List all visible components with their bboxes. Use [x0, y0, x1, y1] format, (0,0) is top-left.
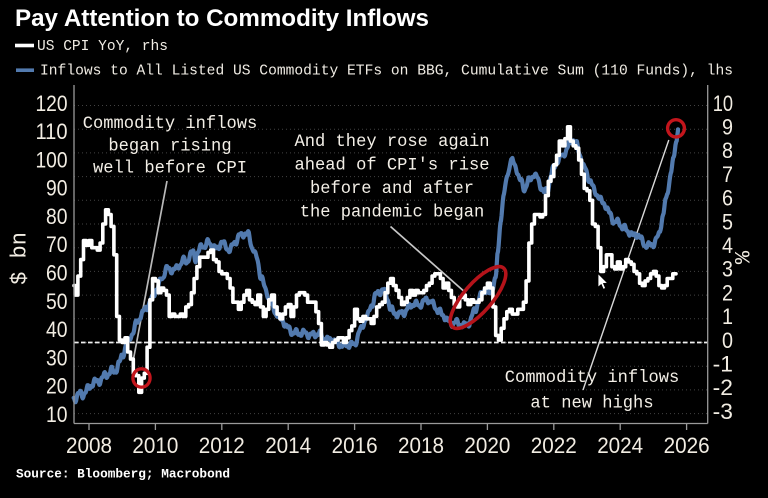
svg-text:2020: 2020: [464, 433, 510, 458]
svg-text:$ bn: $ bn: [8, 232, 33, 285]
svg-text:at new highs: at new highs: [530, 394, 653, 413]
svg-text:110: 110: [36, 119, 68, 144]
svg-text:8: 8: [722, 138, 733, 163]
svg-text:before and after: before and after: [310, 180, 474, 199]
svg-text:50: 50: [46, 289, 68, 314]
svg-text:began rising: began rising: [108, 137, 231, 156]
svg-text:2008: 2008: [66, 433, 112, 458]
svg-text:70: 70: [46, 232, 68, 257]
svg-text:20: 20: [46, 374, 68, 399]
svg-text:2010: 2010: [132, 433, 178, 458]
svg-text:40: 40: [46, 317, 68, 342]
svg-text:4: 4: [722, 233, 733, 258]
svg-text:2026: 2026: [664, 433, 710, 458]
svg-text:3: 3: [722, 257, 733, 282]
svg-text:And they rose again: And they rose again: [295, 133, 490, 152]
svg-text:10: 10: [713, 91, 733, 116]
svg-text:2024: 2024: [597, 433, 643, 458]
svg-text:Pay Attention to Commodity Inf: Pay Attention to Commodity Inflows: [15, 5, 429, 32]
svg-text:the pandemic began: the pandemic began: [300, 203, 485, 222]
svg-text:2: 2: [722, 280, 733, 305]
svg-text:120: 120: [36, 91, 68, 116]
svg-text:9: 9: [722, 115, 733, 140]
svg-text:2014: 2014: [265, 433, 311, 458]
svg-text:-3: -3: [713, 399, 733, 424]
svg-text:80: 80: [46, 204, 68, 229]
svg-text:-1: -1: [713, 352, 733, 377]
svg-text:7: 7: [722, 162, 733, 187]
svg-text:Inflows to All Listed US Commo: Inflows to All Listed US Commodity ETFs …: [40, 64, 733, 80]
svg-text:2022: 2022: [531, 433, 577, 458]
svg-text:1: 1: [722, 304, 733, 329]
svg-text:ahead of CPI's rise: ahead of CPI's rise: [295, 157, 490, 176]
svg-text:0: 0: [722, 328, 733, 353]
svg-text:Commodity inflows: Commodity inflows: [505, 369, 680, 388]
svg-text:2016: 2016: [332, 433, 378, 458]
svg-text:90: 90: [46, 176, 68, 201]
svg-text:-2: -2: [713, 375, 733, 400]
svg-text:2012: 2012: [199, 433, 245, 458]
svg-text:2018: 2018: [398, 433, 444, 458]
svg-text:Commodity inflows: Commodity inflows: [83, 115, 258, 134]
svg-text:well before CPI: well before CPI: [93, 160, 247, 179]
svg-text:US CPI YoY, rhs: US CPI YoY, rhs: [37, 39, 168, 55]
svg-text:100: 100: [36, 147, 68, 172]
svg-text:10: 10: [46, 402, 68, 427]
svg-text:%: %: [732, 250, 757, 264]
svg-text:Source: Bloomberg; Macrobond: Source: Bloomberg; Macrobond: [16, 467, 230, 482]
svg-text:60: 60: [46, 261, 68, 286]
svg-text:6: 6: [722, 186, 733, 211]
svg-text:30: 30: [46, 345, 68, 370]
svg-text:5: 5: [722, 209, 733, 234]
